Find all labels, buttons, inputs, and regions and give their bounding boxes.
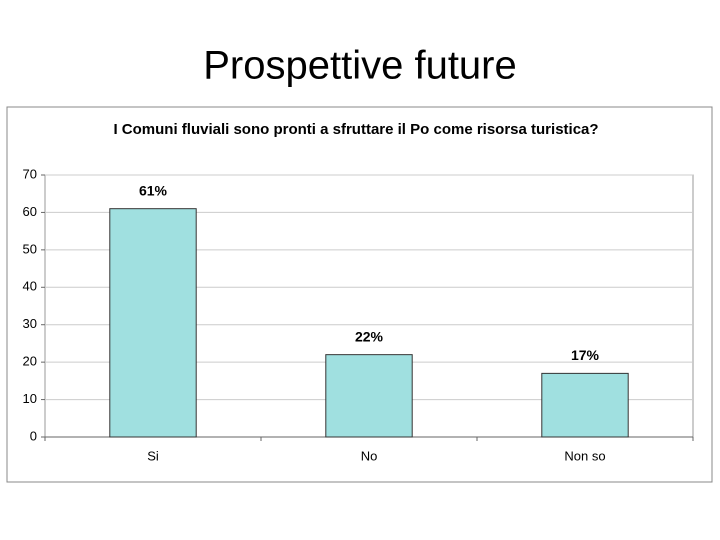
- bar: [541, 372, 629, 438]
- data-label: 17%: [571, 347, 600, 363]
- data-label: 61%: [139, 182, 168, 198]
- bar: [109, 208, 197, 438]
- bar: [325, 354, 413, 438]
- y-tick-label: 0: [30, 428, 37, 443]
- x-tick-label: Si: [147, 448, 159, 463]
- y-tick-label: 50: [23, 241, 37, 256]
- y-tick-label: 30: [23, 316, 37, 331]
- chart-title: I Comuni fluviali sono pronti a sfruttar…: [113, 121, 598, 138]
- slide-title: Prospettive future: [203, 44, 517, 88]
- y-tick-label: 20: [23, 354, 37, 369]
- y-tick-label: 10: [23, 391, 37, 406]
- data-label: 22%: [355, 328, 384, 344]
- x-tick-label: Non so: [564, 448, 605, 463]
- x-tick-label: No: [361, 448, 378, 463]
- y-tick-label: 60: [23, 204, 37, 219]
- y-tick-label: 40: [23, 279, 37, 294]
- y-tick-label: 70: [23, 166, 37, 181]
